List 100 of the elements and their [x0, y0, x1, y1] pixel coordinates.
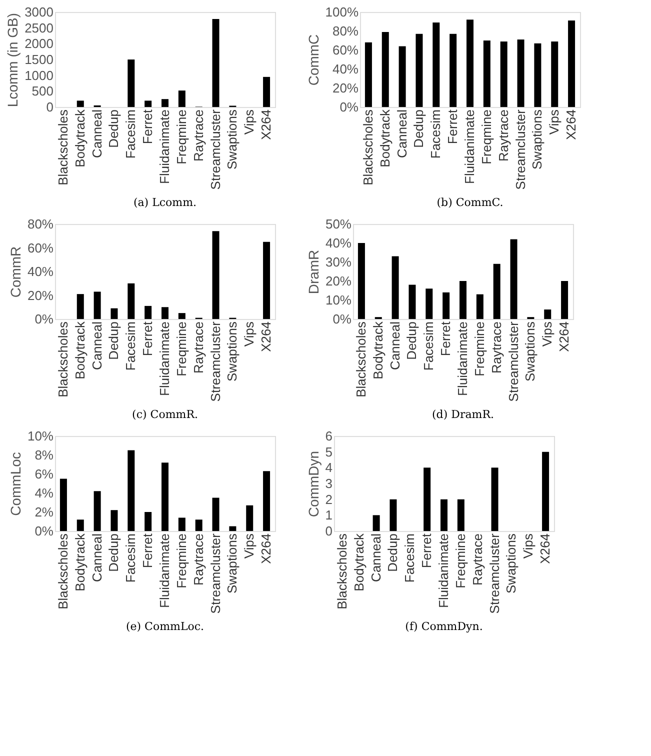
bar [442, 292, 450, 319]
x-tick-label: X264 [258, 110, 274, 140]
y-tick-label: 20% [325, 274, 352, 288]
bar [426, 288, 433, 319]
x-tick-label: Fluidanimate [436, 534, 451, 608]
x-tick-label: Dedup [106, 534, 122, 572]
x-tick-label: Facesim [421, 322, 436, 371]
bar [466, 20, 474, 107]
x-tick-label: Bodytrack [72, 321, 88, 380]
bar [476, 294, 484, 319]
bar [212, 498, 220, 531]
bar [390, 499, 397, 531]
x-tick-label: Dedup [404, 322, 420, 360]
text: (e) CommLoc. [126, 620, 204, 634]
x-tick-label: Freqmine [478, 110, 494, 164]
x-tick-label: Freqmine [452, 534, 468, 588]
x-tick-label: Vips [242, 321, 257, 347]
y-tick-label: 2% [34, 504, 54, 520]
bar [128, 60, 135, 107]
bar [128, 450, 135, 531]
x-tick-label: Ferret [438, 321, 454, 356]
x-tick-label: Ferret [140, 321, 156, 356]
x-tick-label: Blackscholes [334, 533, 350, 610]
bar [517, 40, 524, 107]
bar [493, 264, 500, 319]
bar [440, 499, 448, 531]
x-tick-label: Streamcluster [512, 108, 528, 190]
y-tick-label: 20% [332, 80, 359, 96]
x-tick-label: Vips [242, 533, 257, 559]
bar [358, 243, 365, 319]
bar [483, 40, 490, 107]
y-tick-label: 40% [325, 236, 352, 250]
x-tick-label: X264 [258, 534, 274, 564]
bar [76, 294, 84, 319]
y-tick-label: 6% [34, 466, 54, 482]
bar [424, 468, 431, 531]
bar [491, 468, 498, 531]
x-tick-label: Fluidanimate [157, 534, 172, 608]
x-tick-label: Fluidanimate [462, 110, 477, 184]
bar [162, 307, 168, 319]
bar [144, 512, 152, 531]
bar [500, 41, 508, 107]
y-tick-label: 4% [34, 486, 54, 500]
bar [263, 471, 270, 531]
x-tick-label: Swaptions [224, 321, 240, 382]
bar [178, 518, 186, 531]
x-tick-label: Swaptions [504, 533, 519, 594]
bar [510, 239, 518, 319]
y-axis-title: CommR [7, 246, 24, 298]
bar [162, 462, 168, 531]
x-tick-label: Canneal [394, 109, 410, 158]
y-tick-label: 2 [325, 492, 332, 507]
bar [544, 310, 552, 319]
x-tick-label: Bodytrack [72, 109, 88, 168]
bar [263, 242, 270, 319]
y-tick-label: 20% [27, 288, 54, 303]
y-tick-label: 3000 [24, 4, 54, 20]
bar [534, 43, 542, 107]
bar [457, 499, 464, 531]
x-tick-label: Blackscholes [55, 533, 70, 610]
bar [561, 281, 568, 319]
x-tick-label: Ferret [419, 533, 434, 568]
x-tick-label: Streamcluster [486, 532, 502, 614]
y-tick-label: 80% [27, 216, 54, 232]
x-tick-label: Vips [546, 109, 562, 135]
y-axis-title: CommLoc [7, 452, 24, 516]
bar [416, 34, 423, 107]
text: (b) CommC. [436, 196, 504, 210]
y-tick-label: 3 [325, 476, 332, 491]
y-tick-label: 100% [325, 4, 359, 20]
y-tick-label: 0 [46, 100, 54, 114]
y-axis-title: CommDyn [305, 450, 322, 518]
bar [263, 76, 270, 107]
y-tick-label: 5 [325, 444, 332, 460]
x-tick-label: Ferret [140, 109, 156, 144]
y-tick-label: 80% [332, 24, 359, 38]
x-tick-label: Raytrace [190, 534, 206, 586]
x-tick-label: Ferret [140, 533, 156, 568]
y-tick-label: 60% [27, 240, 54, 256]
x-tick-label: Vips [540, 321, 555, 347]
x-tick-label: Ferret [445, 109, 460, 144]
y-tick-label: 0% [34, 524, 54, 538]
y-axis-title: Lcomm (in GB) [4, 12, 21, 108]
x-tick-label: Swaptions [224, 109, 240, 170]
y-tick-label: 2000 [24, 36, 54, 52]
x-tick-label: Freqmine [174, 534, 189, 588]
x-tick-label: Raytrace [470, 534, 485, 586]
bar [398, 46, 406, 107]
x-tick-label: Canneal [387, 321, 402, 370]
bar [408, 284, 416, 319]
y-tick-label: 40% [332, 62, 359, 76]
x-tick-label: Swaptions [522, 321, 538, 382]
text: (c) CommR. [132, 408, 198, 422]
x-tick-label: Streamcluster [208, 108, 223, 190]
y-tick-label: 6 [325, 428, 332, 444]
x-tick-label: Dedup [411, 110, 426, 148]
x-tick-label: Freqmine [174, 110, 189, 164]
text: (f) CommDyn. [405, 620, 483, 634]
bar [94, 491, 101, 531]
y-tick-label: 40% [27, 264, 54, 279]
